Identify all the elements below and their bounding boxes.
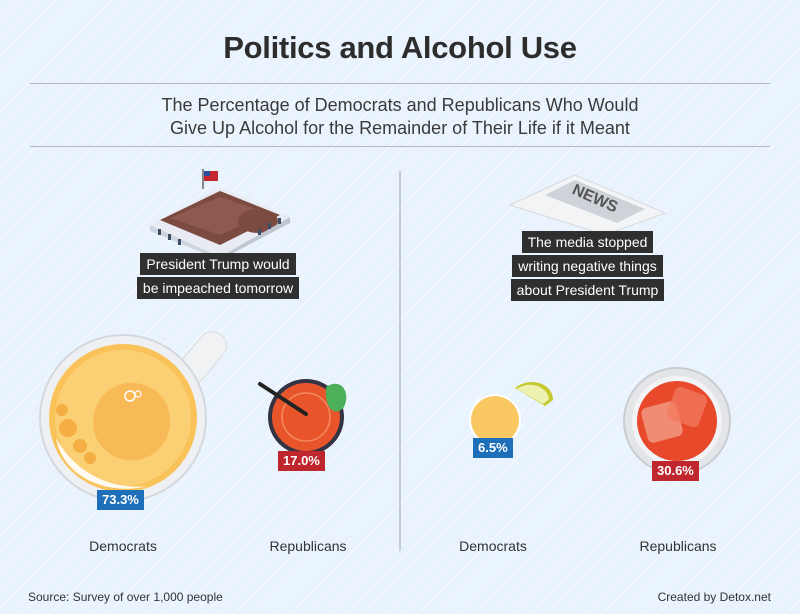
label-republicans-left: Republicans	[269, 538, 347, 554]
newspaper-icon: NEWS	[508, 174, 667, 236]
white-house-icon	[150, 169, 290, 260]
caption-line: writing negative things	[512, 255, 663, 277]
page-title: Politics and Alcohol Use	[223, 30, 577, 65]
badge-republicans-media: 30.6%	[652, 461, 699, 481]
title-divider	[30, 83, 770, 84]
subtitle-divider	[30, 146, 770, 147]
credit-note: Created by Detox.net	[657, 590, 771, 604]
panel-divider	[399, 171, 401, 551]
badge-democrats-media: 6.5%	[473, 438, 513, 458]
caption-impeachment: President Trump would be impeached tomor…	[133, 253, 303, 299]
label-democrats-left: Democrats	[89, 538, 157, 554]
caption-line: be impeached tomorrow	[136, 277, 300, 299]
tequila-shot-icon	[469, 381, 553, 446]
badge-republicans-impeachment: 17.0%	[278, 451, 325, 471]
caption-line: about President Trump	[510, 279, 665, 301]
beer-mug-icon	[39, 331, 227, 502]
subtitle-line-1: The Percentage of Democrats and Republic…	[161, 95, 639, 115]
caption-line: The media stopped	[521, 231, 654, 253]
label-republicans-right: Republicans	[639, 538, 717, 554]
caption-line: President Trump would	[140, 253, 296, 275]
label-democrats-right: Democrats	[459, 538, 527, 554]
subtitle-line-2: Give Up Alcohol for the Remainder of The…	[170, 118, 630, 138]
cocktail-icon	[258, 379, 347, 455]
caption-media: The media stopped writing negative thing…	[505, 231, 670, 301]
source-note: Source: Survey of over 1,000 people	[28, 590, 223, 604]
glass-with-ice-icon	[623, 367, 731, 475]
badge-democrats-impeachment: 73.3%	[97, 490, 144, 510]
subtitle: The Percentage of Democrats and Republic…	[0, 94, 800, 140]
